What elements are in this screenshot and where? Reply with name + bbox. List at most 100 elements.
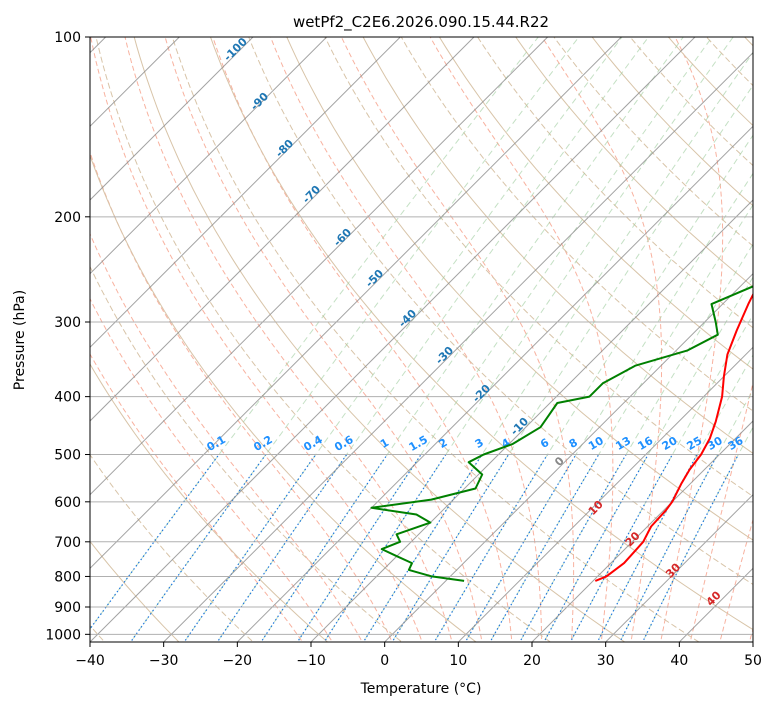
x-tick-label-50: 50 bbox=[744, 653, 762, 669]
moist-adiabat-4 bbox=[90, 37, 423, 642]
mixing-ratio-label-7: 3 bbox=[473, 436, 486, 451]
isobar-grid bbox=[90, 37, 753, 635]
moist-adiabat-2 bbox=[90, 232, 363, 642]
mixing-ratio-line-0 bbox=[90, 37, 539, 630]
mixing-ratio-label-4: 1 bbox=[378, 436, 391, 451]
moist-adiabats bbox=[90, 37, 753, 642]
dry-adiabat--10 bbox=[90, 363, 329, 642]
moist-adiabat-10 bbox=[429, 37, 614, 642]
dry-adiabat-190 bbox=[744, 37, 753, 47]
skewed-isotherms bbox=[0, 10, 753, 659]
dry-adiabat--20 bbox=[90, 453, 254, 642]
x-tick-label--20: −20 bbox=[223, 653, 253, 669]
dry-adiabat-label-2: -80 bbox=[273, 137, 296, 160]
saturation-line-7 bbox=[362, 454, 483, 642]
dry-adiabat-60 bbox=[248, 37, 753, 586]
moist-adiabat-5 bbox=[124, 37, 453, 642]
mixing-ratio-label-11: 10 bbox=[586, 434, 606, 453]
x-axis-label: Temperature (°C) bbox=[360, 681, 482, 697]
moist-adiabat-8 bbox=[270, 37, 543, 642]
saturation-line-3 bbox=[216, 454, 348, 642]
mixing-ratio-label-5: 1.5 bbox=[407, 433, 430, 454]
mixing-ratio-label-2: 0.4 bbox=[301, 433, 325, 454]
dry-adiabat-label-6: -40 bbox=[396, 307, 419, 330]
dry-adiabat-150 bbox=[591, 37, 753, 207]
dry-adiabat-label-4: -60 bbox=[331, 226, 354, 249]
mixing-ratio-label-14: 20 bbox=[660, 434, 680, 453]
mixing-ratio-line-7 bbox=[362, 51, 753, 642]
saturation-line-9 bbox=[433, 454, 549, 642]
moist-adiabat-12 bbox=[660, 37, 724, 642]
y-tick-label-1000: 1000 bbox=[45, 627, 81, 643]
saturation-line-11 bbox=[489, 454, 600, 642]
chart-title: wetPf2_C2E6.2026.090.15.44.R22 bbox=[293, 13, 549, 32]
moist-adiabat-1 bbox=[90, 297, 333, 642]
isotherm--130 bbox=[0, 10, 59, 659]
profiles bbox=[370, 285, 753, 582]
x-tick-label-10: 10 bbox=[449, 653, 467, 669]
y-tick-label-300: 300 bbox=[54, 315, 81, 331]
dry-adiabat-130 bbox=[515, 37, 753, 288]
dry-adiabat-label-0: -100 bbox=[221, 35, 250, 64]
dewpoint-profile bbox=[370, 285, 753, 582]
y-tick-label-100: 100 bbox=[54, 30, 81, 46]
mixing-ratio-line-8 bbox=[391, 84, 753, 642]
isotherm--50 bbox=[90, 37, 623, 570]
x-tick-label--30: −30 bbox=[149, 653, 179, 669]
saturation-line-12 bbox=[519, 454, 627, 642]
mixing-ratio-line-2 bbox=[183, 37, 623, 642]
moist-adiabat-7 bbox=[212, 37, 513, 642]
isotherm--10 bbox=[310, 199, 753, 642]
moist-adiabat-3 bbox=[90, 150, 393, 642]
moist-adiabat-11 bbox=[541, 37, 663, 642]
plot-frame bbox=[89, 36, 754, 643]
mixing-ratio-lines bbox=[90, 37, 753, 642]
saturation-line-4 bbox=[260, 454, 388, 642]
dry-adiabat--30 bbox=[90, 540, 180, 642]
y-tick-label-500: 500 bbox=[54, 448, 81, 464]
dry-adiabat-0 bbox=[90, 265, 403, 642]
dry-adiabat-label-3: -70 bbox=[300, 183, 323, 206]
dry-adiabat-100 bbox=[400, 37, 753, 412]
isotherm--110 bbox=[90, 37, 181, 128]
moist-adiabat-9 bbox=[340, 37, 575, 642]
isotherm-20 bbox=[531, 420, 753, 642]
mixing-ratio-line-1 bbox=[130, 37, 580, 642]
dry-adiabats bbox=[90, 37, 753, 642]
y-axis-label: Pressure (hPa) bbox=[12, 290, 28, 390]
y-tick-label-900: 900 bbox=[54, 600, 81, 616]
isotherm-0 bbox=[383, 272, 753, 642]
isotherm--30 bbox=[162, 51, 753, 642]
dry-adiabat-70 bbox=[286, 37, 753, 541]
mixing-ratio-label-17: 36 bbox=[726, 434, 746, 453]
dry-adiabat-160 bbox=[629, 37, 753, 167]
mixing-ratio-line-4 bbox=[260, 37, 684, 642]
isotherm--80 bbox=[90, 37, 402, 349]
mixing-ratio-label-13: 16 bbox=[636, 434, 656, 453]
saturation-line-10 bbox=[464, 454, 577, 642]
dry-adiabat-30 bbox=[133, 37, 626, 642]
isotherm--40 bbox=[90, 37, 696, 642]
mixing-ratio-line-9 bbox=[433, 134, 753, 642]
mixing-ratio-line-17 bbox=[642, 426, 753, 642]
y-tick-label-800: 800 bbox=[54, 569, 81, 585]
saturation-line-8 bbox=[391, 454, 510, 642]
mixing-ratio-label-3: 0.6 bbox=[332, 433, 356, 454]
dry-adiabat-110 bbox=[438, 37, 753, 370]
mixing-ratio-line-13 bbox=[543, 276, 753, 642]
x-tick-label-40: 40 bbox=[670, 653, 688, 669]
dry-adiabat-50 bbox=[210, 37, 753, 631]
moist-adiabat-label-0: 10 bbox=[586, 498, 606, 518]
mixing-ratio-label-6: 2 bbox=[437, 436, 450, 451]
saturation-line-2 bbox=[183, 454, 317, 642]
y-tick-label-600: 600 bbox=[54, 495, 81, 511]
isotherm--100 bbox=[90, 37, 254, 201]
x-tick-label--10: −10 bbox=[296, 653, 326, 669]
mixing-ratio-line-14 bbox=[569, 313, 753, 642]
moist-adiabat-14 bbox=[719, 518, 753, 642]
isotherm--70 bbox=[90, 37, 475, 422]
temperature-profile bbox=[594, 292, 753, 582]
y-tick-label-200: 200 bbox=[54, 210, 81, 226]
mixing-ratio-line-16 bbox=[619, 389, 753, 642]
